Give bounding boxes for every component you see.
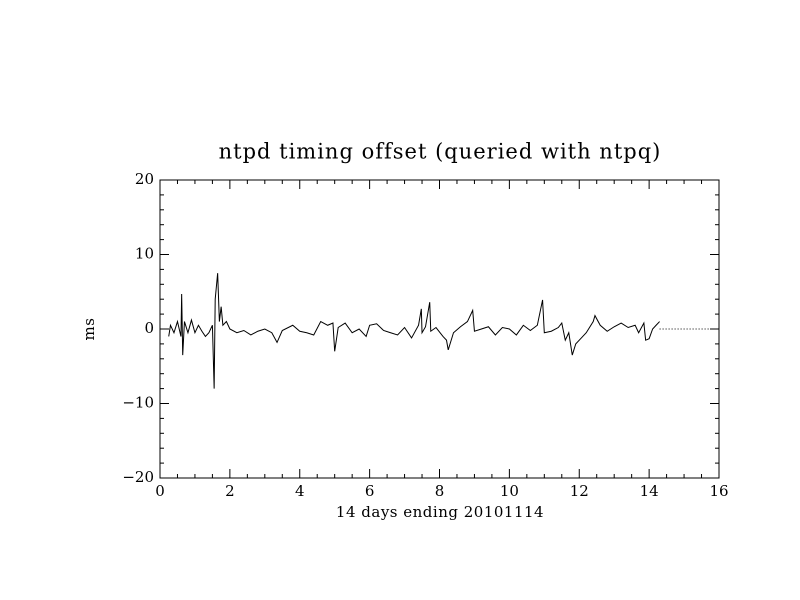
x-axis-label: 14 days ending 20101114 [336,503,544,521]
y-tick-label: 0 [144,319,154,337]
y-tick-label: −20 [122,468,154,486]
chart-title: ntpd timing offset (queried with ntpq) [219,140,662,164]
y-axis-label: ms [80,318,98,341]
y-tick-label: 20 [135,170,154,188]
x-tick-label: 12 [570,482,589,500]
x-tick-label: 16 [709,482,728,500]
x-tick-label: 14 [640,482,659,500]
x-tick-label: 6 [365,482,375,500]
y-tick-label: −10 [122,394,154,412]
x-tick-label: 4 [295,482,305,500]
data-line [168,273,660,389]
x-tick-label: 10 [500,482,519,500]
plot-frame [159,179,720,479]
x-tick-label: 0 [155,482,165,500]
x-tick-label: 8 [435,482,445,500]
x-tick-label: 2 [225,482,235,500]
y-tick-label: 10 [135,245,154,263]
